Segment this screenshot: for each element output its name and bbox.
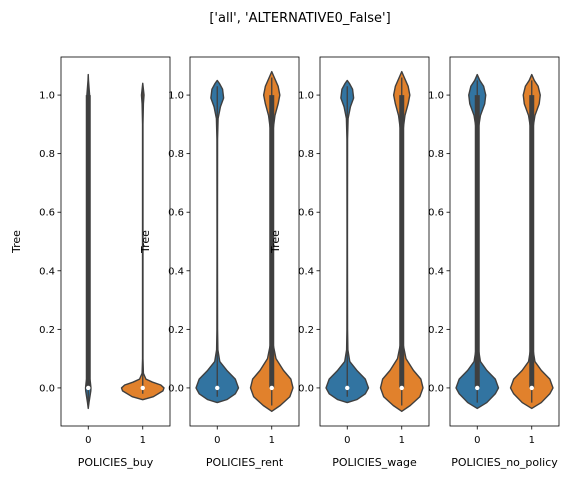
violin-median-1: [140, 385, 145, 391]
y-tick-label: 0.0: [298, 383, 314, 394]
y-tick-label: 0.2: [39, 325, 55, 336]
y-tick-label: 0.8: [168, 149, 184, 160]
violin-median-1: [529, 385, 534, 391]
x-axis-label: POLICIES_buy: [78, 456, 154, 469]
y-tick-label: 0.4: [168, 266, 184, 277]
x-tick-label: 0: [474, 435, 480, 446]
y-tick-label: 1.0: [428, 91, 444, 102]
y-tick-label: 0.6: [168, 208, 184, 219]
x-tick-label: 1: [269, 435, 275, 446]
x-tick-label: 1: [399, 435, 405, 446]
y-tick-label: 0.8: [298, 149, 314, 160]
axes-frame: [319, 56, 430, 427]
y-tick-label: 0.2: [298, 325, 314, 336]
x-axis-label: POLICIES_wage: [332, 456, 417, 469]
subplots: 0.00.20.40.60.81.00 1POLICIES_buyTree0.00…: [10, 56, 560, 469]
x-tick-label: 1: [529, 435, 535, 446]
y-tick-label: 1.0: [168, 91, 184, 102]
x-axis-label: POLICIES_rent: [206, 456, 284, 469]
x-tick-label: 0: [214, 435, 220, 446]
subplot-3: 0.0 0.2 0.4 0.6 0.8 1.0 0 1 POLICIES_wage Tree: [269, 56, 430, 469]
y-axis-label: Tree: [139, 230, 152, 254]
y-tick-label: 1.0: [39, 91, 55, 102]
y-tick-label: 0.0: [168, 383, 184, 394]
y-axis-label: Tree: [269, 230, 282, 254]
violin-median-1: [269, 385, 274, 391]
y-tick-label: 0.4: [428, 266, 444, 277]
y-tick-label: 0.2: [168, 325, 184, 336]
y-tick-label: 0.4: [298, 266, 314, 277]
axes-frame: [449, 56, 560, 427]
violin-median-1: [399, 385, 404, 391]
x-axis-label: POLICIES_no_policy: [451, 456, 558, 469]
subplot-2: 0.0 0.2 0.4 0.6 0.8 1.0 0 1 POLICIES_rent Tree: [139, 56, 300, 469]
subplot-1: 0.0 0.2 0.4 0.6 0.8 1.0 0 1 POLICIES_buy Tree: [10, 56, 171, 469]
subplot-4: 0.0 0.2 0.4 0.6 0.8 1.0 0 1 POLICIES_no_policy: [428, 56, 560, 469]
figure-title: ['all', 'ALTERNATIVE0_False']: [209, 11, 390, 26]
y-tick-label: 0.6: [39, 208, 55, 219]
y-tick-label: 0.0: [428, 383, 444, 394]
y-tick-label: 0.8: [428, 149, 444, 160]
axes-frame: [60, 56, 171, 427]
y-tick-label: 0.6: [298, 208, 314, 219]
violin-median-0: [86, 385, 91, 391]
y-axis-label: Tree: [10, 230, 23, 254]
y-tick-label: 0.6: [428, 208, 444, 219]
x-tick-label: 0: [344, 435, 350, 446]
y-tick-label: 0.4: [39, 266, 55, 277]
x-tick-label: 0: [85, 435, 91, 446]
y-tick-label: 0.8: [39, 149, 55, 160]
violin-median-0: [475, 385, 480, 391]
x-tick-label: 1: [140, 435, 146, 446]
y-tick-label: 0.2: [428, 325, 444, 336]
violin-median-0: [345, 385, 350, 391]
violin-median-0: [215, 385, 220, 391]
axes-frame: [189, 56, 300, 427]
y-tick-label: 0.0: [39, 383, 55, 394]
y-tick-label: 1.0: [298, 91, 314, 102]
